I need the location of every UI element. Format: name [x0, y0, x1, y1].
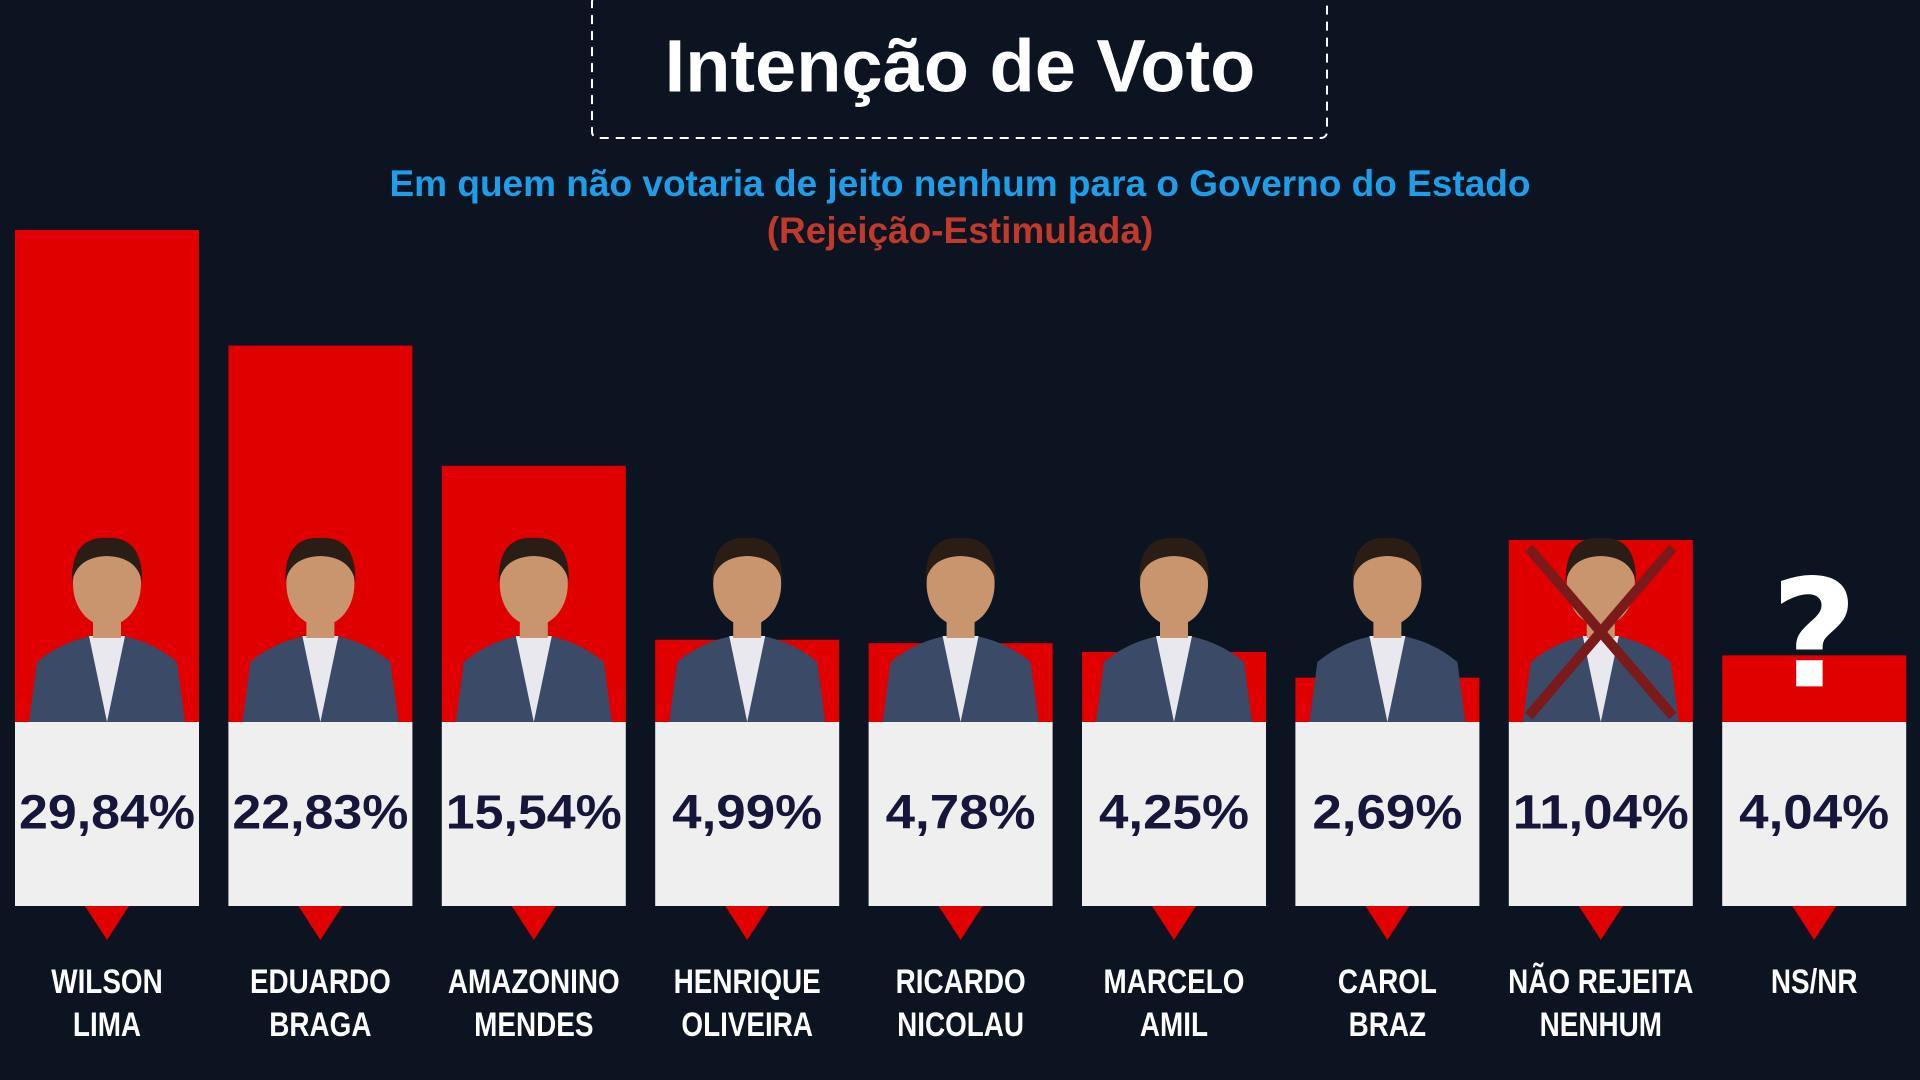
category-label: MENDES: [474, 1005, 593, 1043]
data-label: 4,99%: [672, 787, 822, 840]
value-box: [655, 722, 840, 906]
photo-shirt: [1156, 636, 1192, 722]
photo-shirt: [302, 636, 339, 722]
category-label: NS/NR: [1771, 962, 1858, 1000]
subtitle-secondary: (Rejeição-Estimulada): [767, 210, 1154, 251]
category-label: OLIVEIRA: [681, 1005, 813, 1043]
bar: [1722, 655, 1907, 722]
value-box: [1295, 722, 1480, 906]
category-label: LIMA: [73, 1005, 141, 1043]
photo-hair: [1565, 537, 1636, 582]
pointer: [298, 906, 343, 940]
value-box: [441, 722, 626, 906]
pointer: [725, 906, 770, 940]
category-label: MARCELO: [1104, 962, 1245, 1000]
chart-title: Intenção de Voto: [665, 25, 1256, 108]
category-label: CAROL: [1338, 962, 1437, 1000]
category-label: EDUARDO: [250, 962, 391, 1000]
pointer: [938, 906, 983, 940]
photo-hair: [498, 537, 569, 582]
category-label: NENHUM: [1540, 1005, 1662, 1043]
photo-hair: [1138, 537, 1210, 582]
data-label: 2,69%: [1312, 787, 1462, 840]
pointer: [85, 906, 129, 940]
photo-head: [926, 542, 995, 626]
data-label: 22,83%: [232, 787, 408, 840]
category-label: HENRIQUE: [674, 962, 821, 1000]
photo-hair: [925, 537, 996, 582]
data-label: 4,25%: [1099, 787, 1249, 840]
category-label: WILSON: [51, 962, 162, 1000]
value-box: [1508, 722, 1693, 906]
photo-head: [73, 542, 141, 626]
photo-head: [286, 542, 355, 626]
photo-hair: [71, 537, 143, 582]
photo-shirt: [942, 636, 979, 722]
pointer: [511, 906, 556, 940]
category-label: AMIL: [1140, 1005, 1208, 1043]
value-box: [228, 722, 413, 906]
photo-head: [1140, 542, 1208, 626]
data-label: 11,04%: [1513, 787, 1689, 840]
value-box: [1722, 722, 1907, 906]
data-label: 4,78%: [886, 787, 1036, 840]
photo-hair: [285, 537, 356, 582]
photo-shirt: [89, 636, 125, 722]
value-box: [868, 722, 1053, 906]
category-label: BRAGA: [269, 1005, 371, 1043]
question-icon: ?: [1771, 548, 1858, 722]
photo-hair: [712, 537, 783, 582]
value-box: [15, 722, 199, 906]
data-label: 4,04%: [1739, 787, 1889, 840]
photo-head: [713, 542, 782, 626]
photo-shirt: [729, 636, 766, 722]
photo-head: [499, 542, 568, 626]
category-label: BRAZ: [1349, 1005, 1426, 1043]
pointer: [1365, 906, 1410, 940]
category-label: NICOLAU: [897, 1005, 1024, 1043]
data-label: 29,84%: [19, 787, 195, 840]
pointer: [1792, 906, 1837, 940]
photo-head: [1353, 542, 1422, 626]
value-box: [1082, 722, 1266, 906]
category-label: RICARDO: [896, 962, 1026, 1000]
category-label: NÃO REJEITA: [1508, 962, 1693, 1000]
title-frame: [591, 0, 1328, 139]
subtitle: Em quem não votaria de jeito nenhum para…: [389, 163, 1530, 204]
photo-hair: [1352, 537, 1423, 582]
photo-shirt: [515, 636, 552, 722]
photo-shirt: [1369, 636, 1406, 722]
cross-icon: [1525, 544, 1677, 720]
pointer: [1578, 906, 1623, 940]
data-label: 15,54%: [446, 787, 622, 840]
category-label: AMAZONINO: [448, 962, 620, 1000]
pointer: [1152, 906, 1196, 940]
photo-shirt: [1582, 636, 1619, 722]
